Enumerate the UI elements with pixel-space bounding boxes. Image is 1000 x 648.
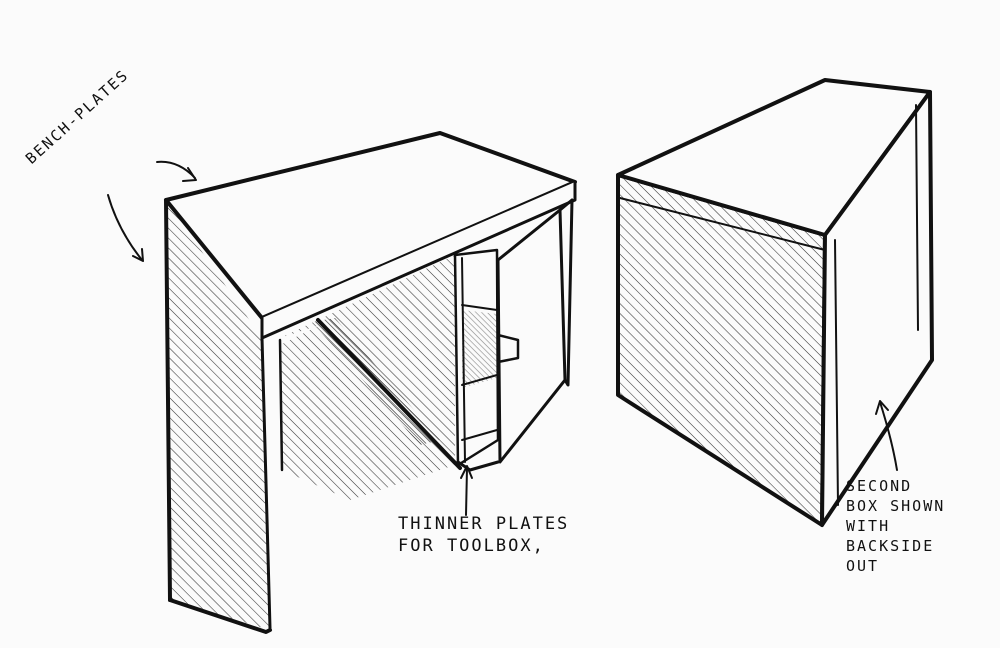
box-front-face [618,175,825,525]
second-box-label: SECOND BOX SHOWN WITH BACKSIDE OUT [846,476,945,576]
second-box-line-4: BACKSIDE [846,537,935,555]
annotation-arrows [107,160,898,516]
toolbox-door [496,208,567,464]
second-box [616,78,934,527]
bench-floor-shadow [280,325,455,500]
arrow-to-bench-side [107,194,143,261]
thinner-plates-line-1: THINNER PLATES [398,514,570,534]
thinner-plates-label: THINNER PLATES FOR TOOLBOX, [398,513,569,557]
second-box-line-2: BOX SHOWN [846,497,946,515]
second-box-line-3: WITH [846,517,891,535]
box-right-side [820,90,934,527]
bench-top-front-edge [260,180,577,340]
thinner-plates-line-2: FOR TOOLBOX, [398,536,545,556]
arrow-to-second-box [879,401,898,471]
bench-left-panel [166,200,270,630]
bench [164,131,577,634]
second-box-line-5: OUT [846,557,880,575]
arrow-to-toolbox [465,467,468,516]
second-box-line-1: SECOND [846,477,913,495]
